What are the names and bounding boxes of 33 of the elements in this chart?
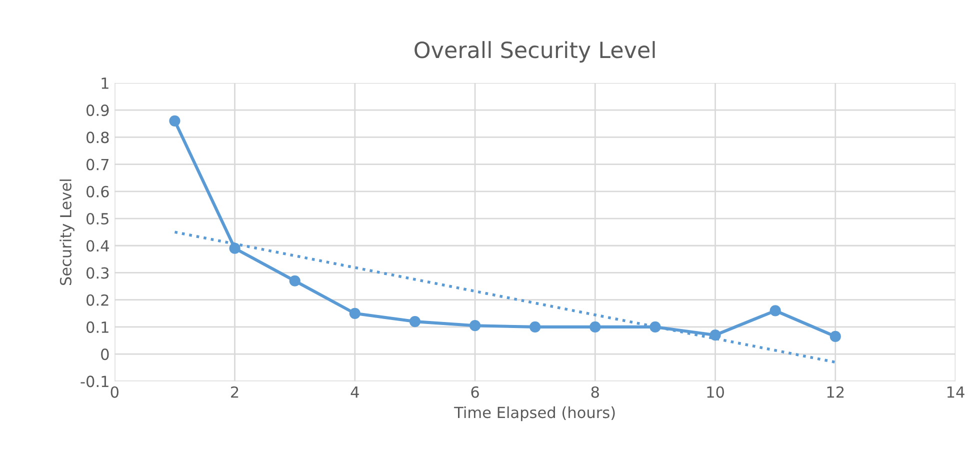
x-tick-label: 12 (827, 386, 844, 398)
y-axis-title: Security Level (60, 180, 74, 286)
x-tick-label: 6 (471, 386, 479, 398)
point (469, 320, 481, 332)
point (830, 330, 841, 342)
point (590, 321, 601, 333)
y-tick-label: 0.8 (86, 132, 109, 144)
y-tick-label: 0.7 (86, 158, 108, 170)
y-tick-label: 0.4 (86, 240, 109, 252)
y-tick-label: 0.5 (86, 212, 108, 225)
point (289, 275, 300, 286)
point (349, 308, 360, 319)
y-tick-label: 1 (102, 78, 108, 89)
x-axis-title: Time Elapsed (hours) (454, 406, 615, 422)
x-tick-label: 10 (707, 386, 724, 398)
point (770, 305, 781, 316)
y-tick-label: 0.3 (86, 267, 109, 279)
y-tick-label: 0.6 (86, 186, 109, 198)
x-tick-label: 0 (110, 386, 119, 398)
chart-title: Overall Security Level (414, 41, 655, 63)
point (229, 242, 240, 254)
y-tick-label: 0 (101, 348, 109, 360)
y-tick-label: 0.1 (86, 321, 108, 333)
x-tick-label: 4 (350, 386, 359, 398)
point (409, 316, 421, 328)
x-tick-label: 8 (591, 386, 599, 398)
x-tick-label: 14 (947, 386, 964, 398)
point (169, 115, 180, 126)
y-tick-label: -0.1 (80, 376, 108, 388)
y-tick-label: 0.9 (86, 104, 109, 116)
point (530, 321, 541, 333)
x-tick-label: 2 (231, 386, 238, 398)
y-tick-label: 0.2 (86, 294, 108, 306)
